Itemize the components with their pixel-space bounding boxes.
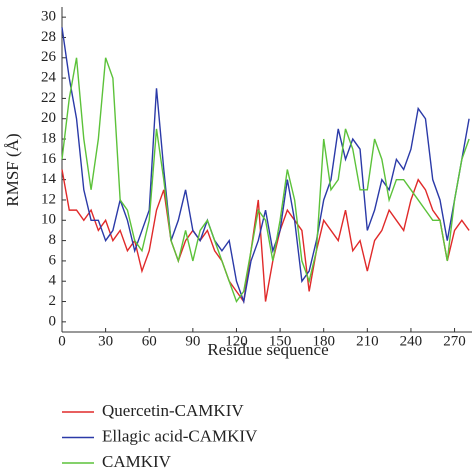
y-tick-label: 14: [41, 171, 57, 187]
legend-label: Quercetin-CAMKIV: [102, 401, 244, 420]
y-tick-label: 18: [41, 130, 56, 146]
y-tick-label: 20: [41, 110, 56, 126]
legend-label: Ellagic acid-CAMKIV: [102, 426, 258, 445]
x-tick-label: 60: [142, 333, 157, 349]
y-tick-label: 16: [41, 151, 57, 167]
legend-label: CAMKIV: [102, 452, 172, 471]
series-line: [61, 27, 470, 305]
y-tick-label: 6: [49, 252, 57, 268]
x-tick-label: 180: [312, 333, 335, 349]
y-tick-label: 12: [41, 191, 56, 207]
x-tick-label: 0: [58, 333, 66, 349]
y-tick-label: 0: [49, 313, 57, 329]
x-tick-label: 210: [356, 333, 379, 349]
x-tick-label: 270: [443, 333, 466, 349]
y-tick-label: 2: [49, 293, 57, 309]
x-tick-label: 120: [225, 333, 248, 349]
x-tick-label: 90: [185, 333, 200, 349]
x-axis-label: Residue sequence: [207, 340, 328, 359]
x-tick-label: 240: [400, 333, 423, 349]
y-tick-label: 28: [41, 29, 56, 45]
x-tick-label: 150: [269, 333, 292, 349]
series-line: [61, 169, 470, 304]
y-tick-label: 4: [49, 273, 57, 289]
y-tick-label: 8: [49, 232, 57, 248]
series-line: [61, 57, 470, 304]
y-tick-label: 10: [41, 212, 56, 228]
y-tick-label: 24: [41, 70, 57, 86]
y-tick-label: 22: [41, 90, 56, 106]
x-tick-label: 30: [98, 333, 113, 349]
y-tick-label: 30: [41, 9, 56, 25]
y-axis-label: RMSF (Å): [3, 133, 22, 206]
y-tick-label: 26: [41, 49, 57, 65]
